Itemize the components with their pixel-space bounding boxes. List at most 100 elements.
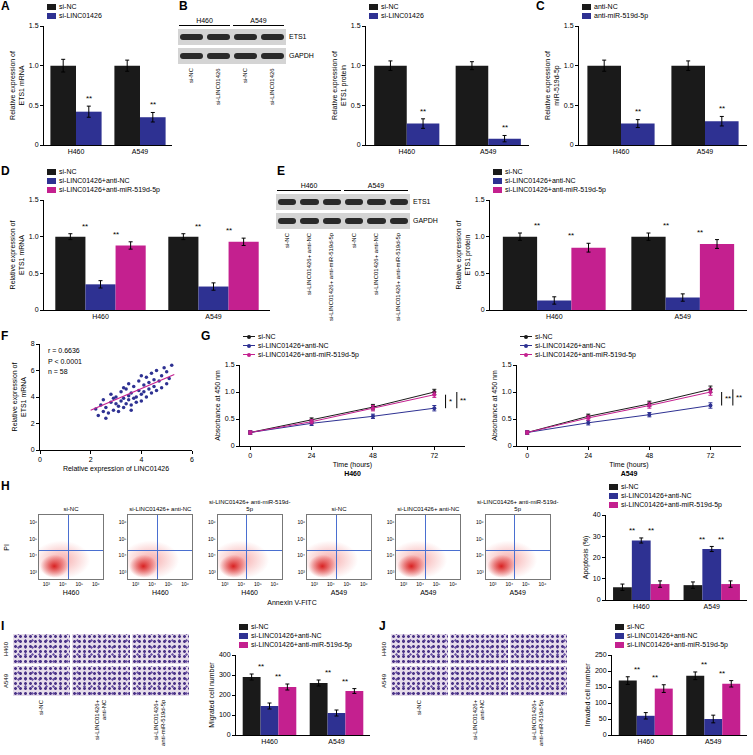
svg-text:**: ** (718, 535, 724, 544)
svg-text:72: 72 (430, 452, 438, 459)
svg-text:48: 48 (369, 452, 377, 459)
svg-text:250: 250 (595, 651, 607, 658)
svg-text:H460: H460 (398, 148, 415, 155)
svg-text:**: ** (635, 107, 641, 116)
svg-text:A549: A549 (328, 738, 344, 745)
svg-text:Time (hours)A549: Time (hours)A549 (609, 461, 648, 477)
svg-text:**: ** (502, 123, 508, 132)
svg-text:**: ** (325, 668, 331, 677)
svg-text:30: 30 (593, 533, 601, 540)
svg-text:*: * (449, 397, 452, 406)
svg-text:1.0: 1.0 (564, 62, 574, 69)
svg-text:24: 24 (308, 452, 316, 459)
svg-text:Absorbance at 450 nm: Absorbance at 450 nm (214, 370, 221, 441)
svg-text:0: 0 (227, 731, 231, 738)
svg-text:A549: A549 (675, 313, 691, 320)
svg-text:Relative expression of LINC014: Relative expression of LINC01426 (63, 465, 169, 473)
svg-text:H460: H460 (92, 313, 109, 320)
svg-text:0: 0 (248, 452, 252, 459)
svg-text:**: ** (699, 535, 705, 544)
svg-text:**: ** (648, 526, 654, 535)
svg-text:8: 8 (31, 340, 35, 347)
svg-text:**: ** (86, 94, 92, 103)
svg-text:0: 0 (570, 141, 574, 148)
svg-text:**: ** (736, 393, 742, 402)
svg-text:**: ** (701, 660, 707, 669)
svg-text:Absorbance at 450 nm: Absorbance at 450 nm (491, 370, 498, 441)
svg-text:H460: H460 (546, 313, 563, 320)
svg-text:0: 0 (231, 442, 235, 449)
svg-text:200: 200 (595, 667, 607, 674)
svg-text:4: 4 (139, 456, 143, 463)
svg-text:**: ** (697, 228, 703, 237)
svg-text:1.0: 1.0 (29, 233, 39, 240)
svg-text:Time (hours)H460: Time (hours)H460 (333, 461, 372, 477)
svg-text:20: 20 (593, 554, 601, 561)
svg-text:Relative expression ofETS1 mRN: Relative expression ofETS1 mRNA (9, 221, 25, 290)
svg-text:H460: H460 (68, 148, 85, 155)
svg-text:**: ** (226, 226, 232, 235)
svg-text:**: ** (342, 677, 348, 686)
svg-text:**: ** (719, 104, 725, 113)
svg-text:1.5: 1.5 (564, 22, 574, 29)
svg-text:**: ** (568, 231, 574, 240)
svg-text:100: 100 (219, 711, 231, 718)
svg-text:400: 400 (219, 651, 231, 658)
svg-text:1.0: 1.0 (475, 233, 485, 240)
svg-text:50: 50 (599, 715, 607, 722)
svg-text:A549: A549 (697, 148, 713, 155)
svg-text:**: ** (725, 394, 731, 403)
svg-text:n = 58: n = 58 (48, 368, 68, 375)
svg-text:1.0: 1.0 (351, 62, 361, 69)
svg-text:P < 0.0001: P < 0.0001 (48, 358, 82, 365)
svg-text:0: 0 (525, 452, 529, 459)
svg-text:r = 0.6636: r = 0.6636 (48, 347, 80, 354)
svg-text:40: 40 (593, 511, 601, 518)
svg-text:6: 6 (31, 367, 35, 374)
svg-text:1.5: 1.5 (502, 361, 512, 368)
svg-text:A549: A549 (132, 148, 148, 155)
svg-text:0: 0 (481, 306, 485, 313)
svg-text:0.5: 0.5 (29, 102, 39, 109)
svg-text:0.5: 0.5 (225, 415, 235, 422)
svg-text:0: 0 (357, 141, 361, 148)
svg-text:H460: H460 (637, 738, 654, 745)
svg-text:H460: H460 (633, 603, 650, 610)
svg-text:1.5: 1.5 (475, 196, 485, 203)
svg-text:24: 24 (584, 452, 592, 459)
svg-text:Relative expression ofETS1 mRN: Relative expression ofETS1 mRNA (11, 363, 27, 432)
svg-text:200: 200 (219, 691, 231, 698)
svg-text:10: 10 (593, 575, 601, 582)
svg-text:A549: A549 (705, 738, 721, 745)
svg-text:0: 0 (38, 456, 42, 463)
svg-text:0: 0 (508, 442, 512, 449)
svg-text:**: ** (719, 669, 725, 678)
svg-text:2: 2 (89, 456, 93, 463)
svg-text:Relative expression ofETS1 mRN: Relative expression ofETS1 mRNA (9, 51, 25, 120)
svg-text:**: ** (195, 222, 201, 231)
svg-text:**: ** (150, 100, 156, 109)
svg-text:Migrated cell number: Migrated cell number (208, 662, 216, 728)
svg-text:**: ** (460, 396, 466, 405)
svg-text:72: 72 (707, 452, 715, 459)
svg-text:4: 4 (31, 393, 35, 400)
svg-text:1.5: 1.5 (225, 361, 235, 368)
svg-text:A549: A549 (704, 603, 720, 610)
svg-text:**: ** (629, 526, 635, 535)
svg-text:0.5: 0.5 (502, 415, 512, 422)
svg-text:1.0: 1.0 (502, 388, 512, 395)
svg-text:6: 6 (190, 456, 194, 463)
svg-text:**: ** (663, 221, 669, 230)
svg-text:0: 0 (31, 446, 35, 453)
svg-text:0.5: 0.5 (29, 270, 39, 277)
svg-text:**: ** (652, 673, 658, 682)
svg-text:Relative expression ofmiR-519d: Relative expression ofmiR-519d-5p (544, 51, 561, 120)
svg-text:Relative expression ofETS1 pro: Relative expression ofETS1 protein (331, 51, 348, 120)
svg-text:1.5: 1.5 (29, 196, 39, 203)
svg-text:1.0: 1.0 (225, 388, 235, 395)
svg-text:**: ** (275, 672, 281, 681)
svg-text:0.5: 0.5 (564, 102, 574, 109)
svg-text:0.5: 0.5 (351, 102, 361, 109)
svg-text:Invaded cell number: Invaded cell number (584, 663, 591, 727)
svg-text:**: ** (258, 662, 264, 671)
